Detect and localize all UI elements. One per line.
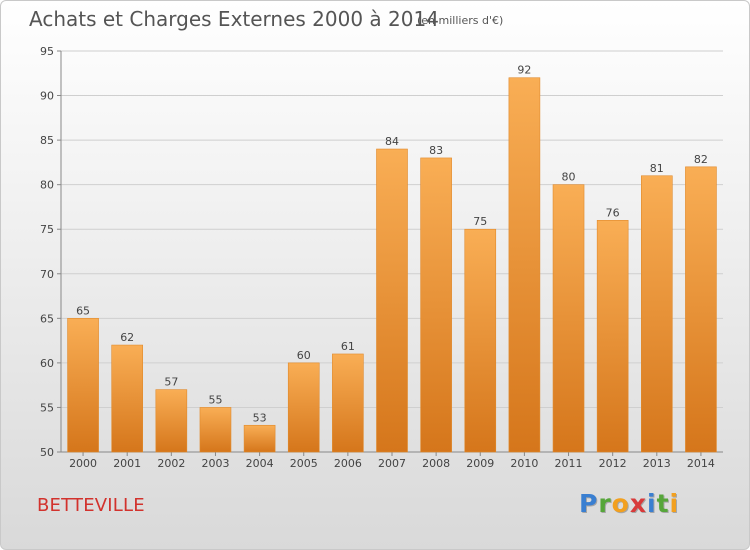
data-label: 65: [76, 304, 90, 317]
y-tick-label: 65: [40, 312, 54, 325]
x-tick-label: 2000: [69, 457, 97, 470]
bar-2012[interactable]: [596, 220, 629, 453]
data-label: 84: [385, 135, 399, 148]
bar-2002[interactable]: [155, 389, 188, 453]
x-tick-label: 2003: [201, 457, 229, 470]
data-label: 57: [164, 376, 178, 389]
data-label: 76: [606, 206, 620, 219]
y-tick-label: 70: [40, 268, 54, 281]
x-tick-label: 2007: [378, 457, 406, 470]
y-tick-label: 55: [40, 401, 54, 414]
data-label: 80: [562, 171, 576, 184]
data-label: 92: [517, 64, 531, 77]
y-tick-label: 95: [40, 45, 54, 58]
bar-2010[interactable]: [508, 77, 541, 453]
bar-2005[interactable]: [287, 362, 320, 453]
bar-2009[interactable]: [464, 228, 497, 453]
x-tick-label: 2012: [599, 457, 627, 470]
data-label: 55: [208, 393, 222, 406]
bar-2006[interactable]: [332, 353, 364, 453]
data-label: 81: [650, 162, 664, 175]
x-tick-label: 2001: [113, 457, 141, 470]
bar-2007[interactable]: [376, 148, 408, 453]
bar-2001[interactable]: [111, 344, 143, 453]
x-tick-label: 2008: [422, 457, 450, 470]
commune-label: BETTEVILLE: [37, 495, 145, 516]
chart-title: Achats et Charges Externes 2000 à 2014: [29, 7, 439, 31]
x-tick-label: 2006: [334, 457, 362, 470]
x-tick-label: 2014: [687, 457, 715, 470]
data-label: 62: [120, 331, 134, 344]
chart-subtitle: (en milliers d'€): [417, 14, 504, 27]
y-tick-label: 90: [40, 90, 54, 103]
bar-2000[interactable]: [67, 318, 99, 453]
data-label: 75: [473, 215, 487, 228]
data-label: 83: [429, 144, 443, 157]
x-tick-label: 2005: [290, 457, 318, 470]
bar-2014[interactable]: [685, 166, 717, 453]
axes: 50 55 60 65 70 75 80 85 90 95 2000 2001 2002 2003 2004…: [40, 45, 723, 470]
y-tick-label: 80: [40, 179, 54, 192]
y-tick-label: 50: [40, 446, 54, 459]
x-tick-label: 2013: [643, 457, 671, 470]
bar-2011[interactable]: [552, 184, 585, 453]
y-tick-label: 85: [40, 134, 54, 147]
bar-2013[interactable]: [640, 175, 673, 453]
proxiti-logo[interactable]: Proxiti: [579, 489, 680, 518]
x-tick-label: 2009: [466, 457, 494, 470]
bar-2008[interactable]: [420, 157, 452, 453]
x-tick-label: 2011: [555, 457, 583, 470]
data-label: 53: [253, 411, 267, 424]
x-tick-label: 2010: [510, 457, 538, 470]
y-tick-label: 60: [40, 357, 54, 370]
data-label: 82: [694, 153, 708, 166]
y-tick-label: 75: [40, 223, 54, 236]
data-label: 61: [341, 340, 355, 353]
x-tick-label: 2004: [246, 457, 274, 470]
bar-2003[interactable]: [199, 407, 232, 453]
x-tick-label: 2002: [157, 457, 185, 470]
data-label: 60: [297, 349, 311, 362]
bars: 65 62 57 55 53 60 61 84 83 75 92 80 76 81 82: [67, 64, 717, 453]
bar-2004[interactable]: [243, 424, 276, 453]
